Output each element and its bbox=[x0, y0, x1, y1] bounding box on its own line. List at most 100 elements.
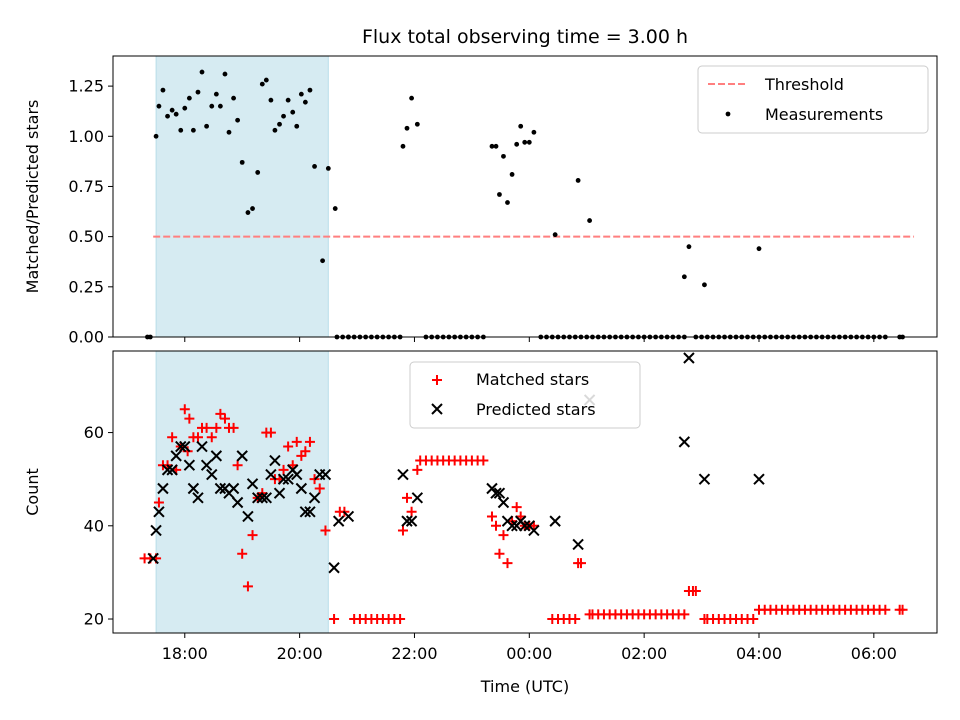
measurement-point bbox=[509, 172, 515, 177]
matched-star-point bbox=[412, 464, 423, 475]
predicted-star-point bbox=[231, 496, 244, 509]
measurement-point bbox=[702, 282, 707, 288]
predicted-star-point bbox=[519, 520, 531, 532]
y-tick-label: 1.25 bbox=[68, 77, 104, 96]
matched-star-point bbox=[395, 614, 406, 625]
predicted-star-point bbox=[273, 487, 286, 499]
measurement-point bbox=[526, 139, 532, 145]
legend-predicted-label: Predicted stars bbox=[476, 400, 596, 419]
matched-star-point bbox=[397, 525, 408, 536]
predicted-star-point bbox=[753, 473, 765, 485]
measurement-point bbox=[285, 97, 291, 103]
predicted-star-point bbox=[506, 520, 518, 532]
matched-star-point bbox=[502, 558, 513, 569]
measurement-point bbox=[294, 123, 300, 129]
x-tick-label: 00:00 bbox=[506, 644, 552, 663]
measurement-point bbox=[204, 123, 209, 129]
matched-star-point bbox=[511, 502, 522, 513]
predicted-star-point bbox=[170, 450, 182, 462]
series-measurements bbox=[145, 69, 762, 340]
observing-window-span bbox=[155, 55, 329, 338]
measurement-point bbox=[169, 107, 175, 113]
measurement-point bbox=[182, 105, 188, 111]
predicted-star-point bbox=[227, 482, 240, 495]
measurement-point bbox=[404, 125, 410, 131]
series-matched-plateau-54 bbox=[415, 455, 489, 466]
matched-star-point bbox=[237, 548, 248, 559]
matched-star-point bbox=[478, 455, 489, 466]
measurement-point bbox=[302, 99, 308, 105]
predicted-star-point bbox=[242, 510, 254, 523]
legend-measurements-swatch bbox=[725, 111, 731, 117]
measurement-point bbox=[501, 153, 506, 159]
x-tick-label: 02:00 bbox=[621, 644, 667, 663]
measurement-point bbox=[272, 127, 278, 133]
star-count-panel: 20 40 60 18:00 20:00 22:00 00:00 02:00 04:00 06:0… bbox=[23, 350, 938, 696]
matched-star-point bbox=[575, 558, 586, 569]
predicted-star-point bbox=[166, 464, 178, 476]
measurement-point bbox=[307, 87, 313, 93]
measurement-point bbox=[268, 97, 274, 103]
matched-star-point bbox=[211, 422, 222, 433]
matched-star-point bbox=[401, 492, 412, 503]
predicted-star-point bbox=[304, 506, 316, 518]
x-tick-label: 20:00 bbox=[277, 644, 323, 663]
measurement-point bbox=[414, 121, 420, 127]
predicted-star-point bbox=[411, 492, 424, 504]
matched-star-point bbox=[570, 614, 581, 625]
y-tick-label: 0.50 bbox=[68, 227, 104, 246]
legend: Threshold Measurements bbox=[697, 65, 929, 134]
predicted-star-point bbox=[277, 473, 290, 485]
predicted-star-point bbox=[150, 524, 162, 537]
predicted-star-point bbox=[332, 515, 345, 527]
measurement-point bbox=[186, 95, 192, 101]
series-predicted-stars bbox=[147, 352, 765, 574]
measurement-point bbox=[531, 129, 537, 135]
matched-star-point bbox=[300, 446, 311, 457]
y-tick-label: 0.25 bbox=[68, 277, 104, 296]
matched-star-point bbox=[498, 530, 509, 541]
predicted-star-point bbox=[206, 468, 218, 481]
measurement-point bbox=[522, 139, 528, 145]
legend-measurements-label: Measurements bbox=[765, 105, 883, 124]
measurement-point bbox=[231, 95, 236, 101]
matched-star-point bbox=[192, 432, 203, 443]
measurement-point bbox=[552, 232, 558, 238]
measurement-point bbox=[575, 178, 581, 183]
measurement-point bbox=[497, 192, 502, 197]
matched-star-point bbox=[491, 520, 502, 531]
matched-star-point bbox=[179, 404, 190, 415]
matched-star-point bbox=[486, 511, 497, 522]
predicted-star-point bbox=[308, 492, 321, 504]
predicted-star-point bbox=[401, 515, 413, 527]
measurement-point bbox=[332, 206, 338, 211]
predicted-star-point bbox=[683, 352, 695, 364]
measurement-point bbox=[505, 200, 510, 205]
predicted-star-point bbox=[175, 440, 187, 453]
predicted-star-point bbox=[157, 482, 169, 495]
measurement-point bbox=[156, 103, 162, 109]
predicted-star-point bbox=[497, 496, 510, 509]
measurement-point bbox=[514, 141, 520, 147]
legend: Matched stars Predicted stars bbox=[409, 361, 641, 429]
matched-star-point bbox=[320, 525, 331, 536]
matched-star-point bbox=[265, 427, 276, 438]
matched-star-point bbox=[201, 422, 212, 433]
measurement-point bbox=[259, 81, 265, 87]
measurement-point bbox=[493, 143, 499, 149]
predicted-star-point bbox=[260, 492, 273, 504]
legend-box bbox=[697, 65, 929, 134]
measurement-point bbox=[400, 143, 406, 149]
measurement-point bbox=[281, 113, 286, 119]
measurement-point bbox=[298, 91, 304, 97]
flux-ratio-panel: 0.00 0.25 0.50 0.75 1.00 1.25 Flux total obser… bbox=[23, 26, 938, 347]
x-tick-label: 22:00 bbox=[391, 644, 437, 663]
matched-star-point bbox=[167, 432, 178, 443]
predicted-star-point bbox=[295, 482, 308, 495]
legend-threshold-label: Threshold bbox=[764, 75, 844, 94]
predicted-star-point bbox=[192, 492, 204, 504]
predicted-star-point bbox=[251, 492, 264, 504]
matched-star-point bbox=[219, 413, 230, 424]
axes-frame bbox=[112, 350, 938, 634]
